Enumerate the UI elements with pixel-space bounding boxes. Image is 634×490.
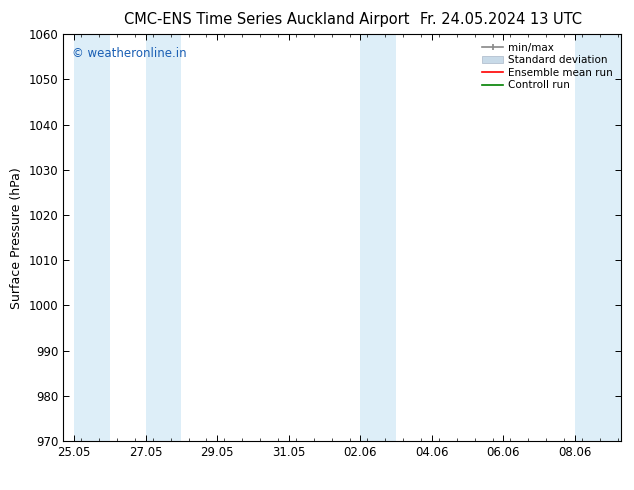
- Y-axis label: Surface Pressure (hPa): Surface Pressure (hPa): [10, 167, 23, 309]
- Bar: [146, 34, 181, 441]
- Bar: [575, 34, 621, 441]
- Text: Fr. 24.05.2024 13 UTC: Fr. 24.05.2024 13 UTC: [420, 12, 582, 27]
- Text: CMC-ENS Time Series Auckland Airport: CMC-ENS Time Series Auckland Airport: [124, 12, 409, 27]
- Bar: [74, 34, 110, 441]
- Text: © weatheronline.in: © weatheronline.in: [72, 47, 186, 59]
- Legend: min/max, Standard deviation, Ensemble mean run, Controll run: min/max, Standard deviation, Ensemble me…: [479, 40, 616, 94]
- Bar: [360, 34, 396, 441]
